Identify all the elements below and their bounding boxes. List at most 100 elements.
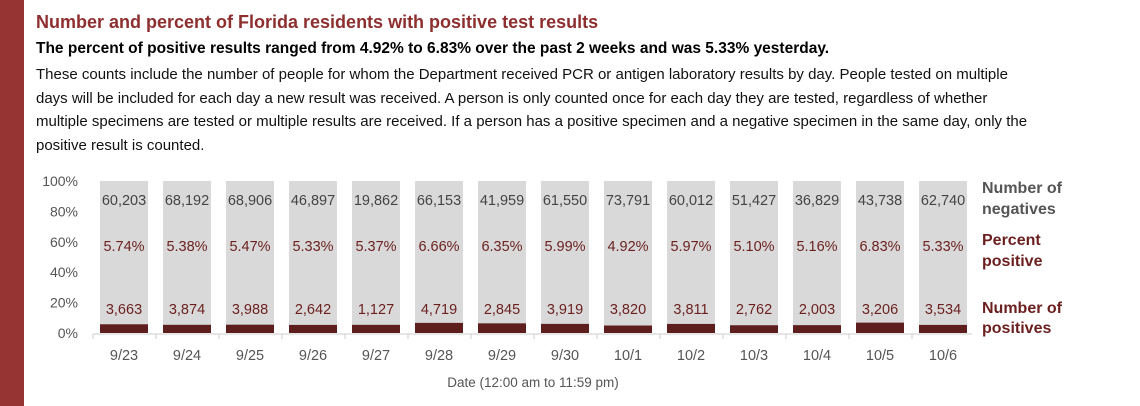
positives-label: 3,206 (862, 302, 898, 318)
y-tick-label: 80% (50, 203, 78, 219)
percent-label: 6.66% (418, 239, 459, 255)
negatives-label: 51,427 (732, 193, 776, 209)
bar-positives (163, 324, 211, 333)
bar-negatives (289, 181, 337, 333)
positives-label: 3,919 (547, 302, 583, 318)
percent-label: 6.83% (859, 239, 900, 255)
negatives-label: 62,740 (921, 193, 965, 209)
x-axis-label: Date (12:00 am to 11:59 pm) (447, 375, 619, 390)
negatives-label: 61,550 (543, 193, 587, 209)
bar-positives (352, 324, 400, 333)
percent-label: 5.47% (229, 239, 270, 255)
y-tick-label: 100% (42, 173, 78, 189)
bar-negatives (163, 181, 211, 333)
accent-bar (0, 0, 24, 406)
y-tick-label: 60% (50, 234, 78, 250)
negatives-label: 68,192 (165, 193, 209, 209)
x-tick-label: 10/6 (929, 348, 957, 364)
legend-negatives: Number of (982, 180, 1063, 197)
bar-negatives (100, 181, 148, 333)
positives-label: 3,874 (169, 302, 205, 318)
percent-label: 5.37% (355, 239, 396, 255)
bar-positives (541, 323, 589, 333)
positives-label: 2,642 (295, 302, 331, 318)
percent-label: 6.35% (481, 239, 522, 255)
positives-label: 3,811 (673, 302, 708, 318)
x-tick-label: 9/29 (488, 348, 516, 364)
positives-label: 3,820 (610, 302, 646, 318)
negatives-label: 68,906 (228, 193, 272, 209)
percent-label: 4.92% (607, 239, 648, 255)
percent-label: 5.38% (166, 239, 207, 255)
bar-negatives (352, 181, 400, 333)
x-tick-label: 10/2 (677, 348, 705, 364)
percent-label: 5.16% (796, 239, 837, 255)
percent-label: 5.10% (733, 239, 774, 255)
positives-label: 1,127 (358, 302, 394, 318)
x-tick-label: 9/25 (236, 348, 264, 364)
bar-positives (604, 325, 652, 333)
percent-label: 5.33% (922, 239, 963, 255)
percent-label: 5.74% (103, 239, 144, 255)
bar-negatives (226, 181, 274, 333)
bar-negatives (730, 181, 778, 333)
bar-positives (793, 325, 841, 333)
negatives-label: 36,829 (795, 193, 839, 209)
x-tick-label: 9/27 (362, 348, 390, 364)
legend-positives: positives (982, 320, 1051, 337)
x-tick-label: 10/1 (614, 348, 642, 364)
x-tick-label: 10/3 (740, 348, 768, 364)
negatives-label: 46,897 (291, 193, 335, 209)
negatives-label: 60,203 (102, 193, 146, 209)
x-tick-label: 9/26 (299, 348, 327, 364)
percent-label: 5.33% (292, 239, 333, 255)
bar-positives (919, 324, 967, 333)
negatives-label: 41,959 (480, 193, 524, 209)
percent-label: 5.99% (544, 239, 585, 255)
x-tick-label: 10/4 (803, 348, 831, 364)
bar-negatives (856, 181, 904, 333)
legend-negatives: negatives (982, 201, 1056, 218)
legend-percent: Percent (982, 232, 1041, 249)
bar-positives (226, 324, 274, 333)
positives-label: 2,003 (799, 302, 835, 318)
negatives-label: 60,012 (669, 193, 713, 209)
bar-negatives (919, 181, 967, 333)
bar-positives (415, 322, 463, 333)
bar-positives (667, 323, 715, 333)
y-tick-label: 40% (50, 264, 78, 280)
bar-positives (478, 323, 526, 333)
chart-description: These counts include the number of peopl… (36, 66, 1028, 154)
negatives-label: 66,153 (417, 193, 461, 209)
positives-label: 3,534 (925, 302, 961, 318)
x-tick-label: 9/30 (551, 348, 579, 364)
positives-label: 3,663 (106, 302, 142, 318)
bar-negatives (667, 181, 715, 333)
chart-subtitle: The percent of positive results ranged f… (36, 40, 830, 57)
x-tick-label: 10/5 (866, 348, 894, 364)
legend-positives: Number of (982, 300, 1063, 317)
chart-title: Number and percent of Florida residents … (36, 12, 599, 32)
x-tick-label: 9/24 (173, 348, 201, 364)
positives-label: 3,988 (232, 302, 268, 318)
legend-percent: positive (982, 253, 1043, 270)
x-tick-label: 9/23 (110, 348, 138, 364)
bar-positives (730, 325, 778, 333)
bar-negatives (541, 181, 589, 333)
positives-label: 2,845 (484, 302, 520, 318)
x-tick-label: 9/28 (425, 348, 453, 364)
bar-positives (289, 324, 337, 333)
bar-negatives (793, 181, 841, 333)
y-tick-label: 20% (50, 295, 78, 311)
y-tick-label: 0% (58, 325, 78, 341)
positives-label: 2,762 (736, 302, 772, 318)
bar-positives (856, 322, 904, 333)
bar-positives (100, 324, 148, 333)
bar-negatives (604, 181, 652, 333)
bar-negatives (415, 181, 463, 333)
positives-label: 4,719 (421, 302, 457, 318)
percent-label: 5.97% (670, 239, 711, 255)
negatives-label: 19,862 (354, 193, 398, 209)
bar-negatives (478, 181, 526, 333)
